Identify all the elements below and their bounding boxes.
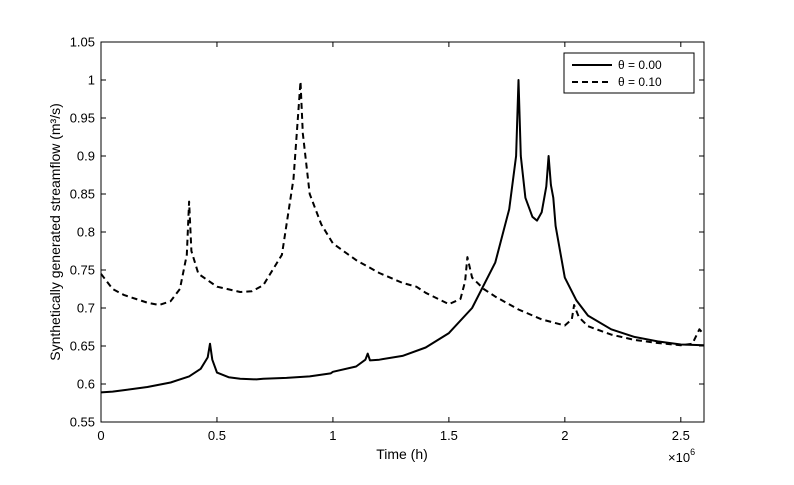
- plot-area: [100, 41, 705, 423]
- x-axis-multiplier-exponent: 6: [690, 447, 695, 457]
- series-line-0: [100, 79, 705, 394]
- series-line-1: [100, 80, 705, 347]
- x-tick-label: 0.5: [208, 428, 226, 443]
- legend: θ = 0.00 θ = 0.10: [563, 52, 695, 94]
- y-axis-label: Synthetically generated streamflow (m³/s…: [47, 103, 63, 361]
- series-layer: [100, 79, 705, 394]
- legend-box: [563, 52, 695, 94]
- legend-label-theta-0: θ = 0.00: [618, 58, 662, 72]
- x-tick-label: 2: [561, 428, 568, 443]
- x-axis-multiplier: ×106: [668, 447, 695, 465]
- y-axis-ticks: 0.55 0.6 0.65 0.7 0.75 0.8 0.85 0.9 0.95 1 1.05: [70, 35, 704, 430]
- x-tick-label: 1: [329, 428, 336, 443]
- y-tick-label: 0.55: [70, 415, 95, 430]
- x-tick-label: 1.5: [440, 428, 458, 443]
- y-tick-label: 0.65: [70, 339, 95, 354]
- y-tick-label: 0.95: [70, 111, 95, 126]
- y-tick-label: 0.7: [77, 301, 95, 316]
- y-tick-label: 0.75: [70, 263, 95, 278]
- x-axis-label: Time (h): [376, 446, 428, 462]
- y-tick-label: 0.9: [77, 149, 95, 164]
- y-tick-label: 1: [88, 73, 95, 88]
- legend-label-theta-1: θ = 0.10: [618, 75, 662, 89]
- y-tick-label: 0.85: [70, 187, 95, 202]
- x-tick-label: 2.5: [672, 428, 690, 443]
- x-tick-label: 0: [97, 428, 104, 443]
- y-tick-label: 0.6: [77, 377, 95, 392]
- y-tick-label: 1.05: [70, 35, 95, 50]
- x-axis-ticks: 0 0.5 1 1.5 2 2.5: [97, 42, 690, 443]
- y-tick-label: 0.8: [77, 225, 95, 240]
